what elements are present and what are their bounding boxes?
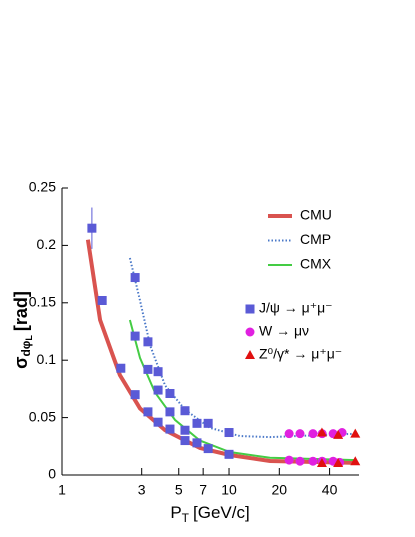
square-marker [180, 425, 190, 435]
circle-marker [284, 455, 294, 465]
circle-marker [308, 456, 318, 466]
circle-marker [284, 429, 294, 439]
y-tick-label: 0.25 [29, 179, 56, 195]
square-marker [130, 273, 140, 283]
triangle-marker [350, 456, 361, 466]
square-marker [116, 363, 126, 373]
legend-marker [245, 304, 255, 314]
square-marker [130, 390, 140, 400]
x-tick-label: 3 [138, 482, 146, 498]
y-tick-label: 0 [48, 466, 56, 482]
square-marker [192, 438, 202, 448]
triangle-marker [316, 457, 327, 467]
legend-marker [245, 327, 255, 337]
x-tick-label: 10 [221, 482, 237, 498]
square-marker [192, 418, 202, 428]
circle-marker [295, 456, 305, 466]
x-axis-label: PT [GeV/c] [170, 503, 249, 525]
curve [128, 257, 357, 439]
square-marker [224, 449, 234, 459]
square-marker [165, 424, 175, 434]
square-marker [203, 418, 213, 428]
square-marker [203, 444, 213, 454]
legend-label: J/ψ → μ⁺μ⁻ [259, 300, 333, 316]
legend-label: CMX [300, 256, 332, 272]
curve [128, 319, 357, 462]
curve [85, 239, 357, 465]
square-marker [180, 436, 190, 446]
x-tick-label: 7 [199, 482, 207, 498]
triangle-marker [333, 429, 344, 439]
circle-marker [308, 429, 318, 439]
square-marker [153, 417, 163, 427]
y-tick-label: 0.2 [37, 236, 57, 252]
x-tick-label: 1 [58, 482, 66, 498]
y-tick-label: 0.15 [29, 294, 56, 310]
triangle-marker [350, 428, 361, 438]
legend-label: Z⁰/γ* → μ⁺μ⁻ [259, 346, 342, 362]
square-marker [143, 364, 153, 374]
square-marker [130, 331, 140, 341]
square-marker [165, 407, 175, 417]
square-marker [97, 296, 107, 306]
legend-marker [245, 350, 255, 359]
x-tick-label: 40 [322, 482, 338, 498]
legend-label: CMP [300, 231, 331, 247]
legend-label: CMU [300, 207, 332, 223]
triangle-marker [316, 427, 327, 437]
square-marker [224, 428, 234, 438]
square-marker [153, 385, 163, 395]
square-marker [143, 337, 153, 347]
square-marker [153, 367, 163, 377]
square-marker [143, 407, 153, 417]
legend-label: W → μν [259, 323, 309, 339]
square-marker [180, 406, 190, 416]
x-tick-label: 5 [175, 482, 183, 498]
triangle-marker [333, 457, 344, 467]
square-marker [165, 388, 175, 398]
y-axis-label: σdφL[rad] [11, 291, 35, 369]
y-tick-label: 0.1 [37, 351, 57, 367]
y-tick-label: 0.05 [29, 408, 56, 424]
square-marker [87, 223, 97, 233]
circle-marker [295, 429, 305, 439]
x-tick-label: 20 [272, 482, 288, 498]
